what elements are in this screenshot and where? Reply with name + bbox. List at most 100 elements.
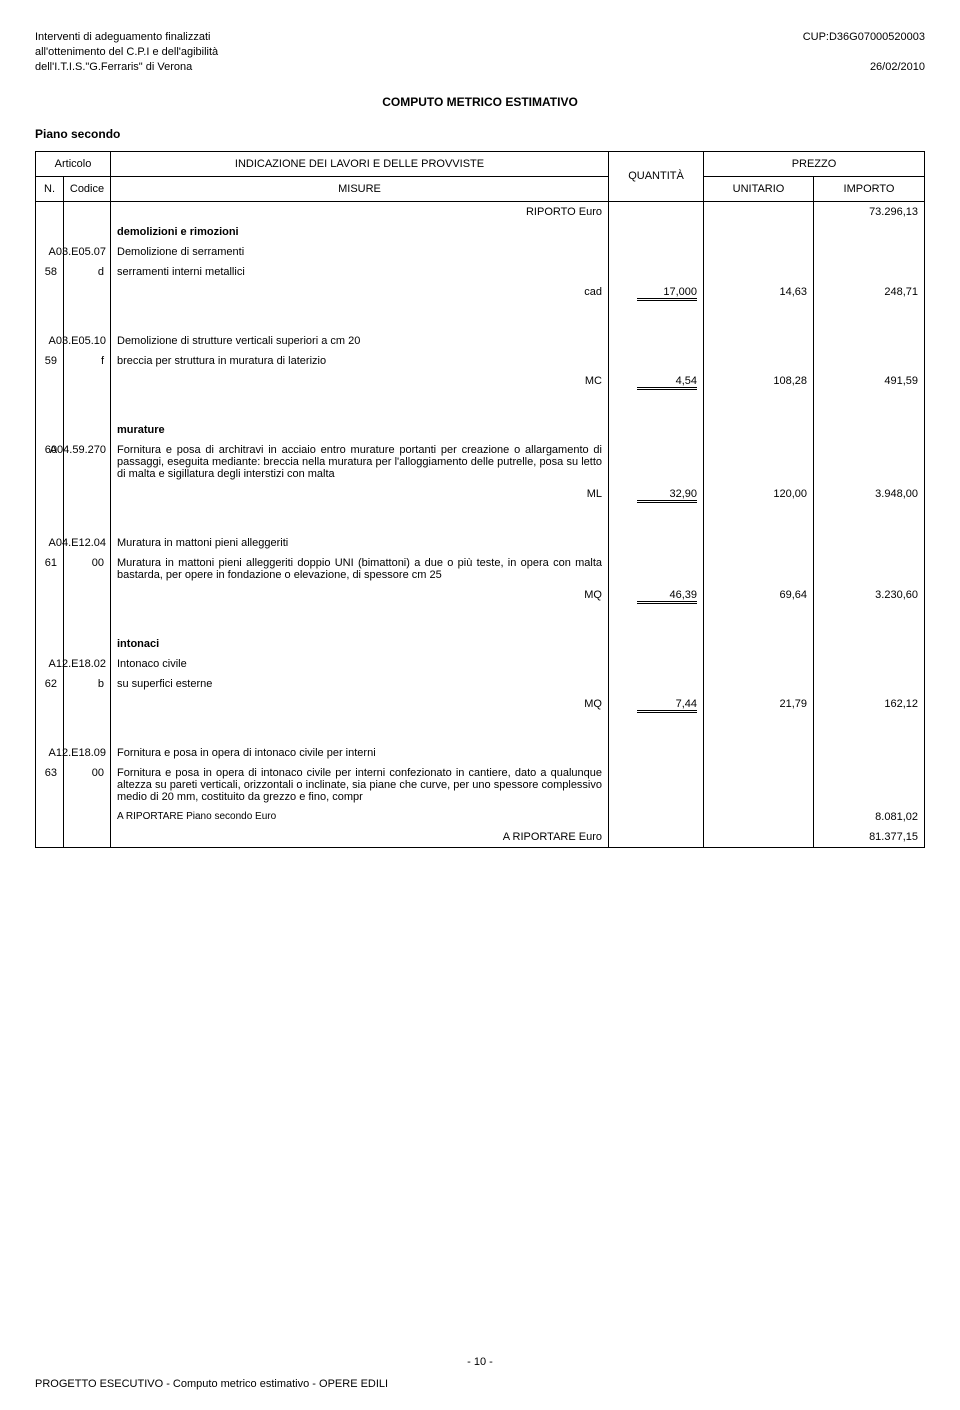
- th-quantita: QUANTITÀ: [609, 152, 704, 201]
- th-n: N.: [36, 177, 64, 201]
- row-code: A12.E18.02: [64, 654, 111, 674]
- row-desc: Fornitura e posa di architravi in acciai…: [111, 440, 609, 484]
- row-code: f: [64, 351, 111, 371]
- riportare-tot-row: A RIPORTARE Euro 81.377,15: [36, 827, 924, 847]
- table-row: 59fbreccia per struttura in muratura di …: [36, 351, 924, 371]
- table-row: A12.E18.09Fornitura e posa in opera di i…: [36, 743, 924, 763]
- subhead-demol-row: demolizioni e rimozioni: [36, 222, 924, 242]
- unit-cell: MQ: [111, 694, 609, 717]
- th-codice: Codice: [64, 177, 110, 201]
- th-indicazione: INDICAZIONE DEI LAVORI E DELLE PROVVISTE: [111, 152, 608, 177]
- row-n: 62: [36, 674, 64, 694]
- header-right-l1: CUP:D36G07000520003: [803, 30, 925, 45]
- table-row: A03.E05.10Demolizione di strutture verti…: [36, 331, 924, 351]
- row-code: b: [64, 674, 111, 694]
- header-left-l3: dell'I.T.I.S."G.Ferraris" di Verona: [35, 60, 218, 75]
- section-name: Piano secondo: [35, 127, 925, 141]
- row-code: A03.E05.10: [64, 331, 111, 351]
- import-cell: 3.230,60: [814, 585, 924, 608]
- table-row: 58dserramenti interni metallici: [36, 262, 924, 282]
- table-row: ML32,90120,003.948,00: [36, 484, 924, 507]
- qty-cell: 46,39: [609, 585, 704, 608]
- subhead-murature-row: murature: [36, 420, 924, 440]
- row-n: 58: [36, 262, 64, 282]
- import-cell: 162,12: [814, 694, 924, 717]
- row-desc: Demolizione di serramenti: [111, 242, 609, 262]
- unit-cell: MC: [111, 371, 609, 394]
- row-desc: Fornitura e posa in opera di intonaco ci…: [111, 743, 609, 763]
- table-row: A12.E18.02Intonaco civile: [36, 654, 924, 674]
- table-row: MC4,54108,28491,59: [36, 371, 924, 394]
- qty-cell: 32,90: [609, 484, 704, 507]
- table-row: A04.E12.04Muratura in mattoni pieni alle…: [36, 533, 924, 553]
- riportare-plan-value: 8.081,02: [814, 807, 924, 827]
- row-desc: serramenti interni metallici: [111, 262, 609, 282]
- row-desc: Demolizione di strutture verticali super…: [111, 331, 609, 351]
- price-unit-cell: 69,64: [704, 585, 814, 608]
- riporto-row: RIPORTO Euro 73.296,13: [36, 202, 924, 222]
- row-desc: breccia per struttura in muratura di lat…: [111, 351, 609, 371]
- footer-project: PROGETTO ESECUTIVO - Computo metrico est…: [35, 1378, 925, 1390]
- table-row: A03.E05.07Demolizione di serramenti: [36, 242, 924, 262]
- riporto-value: 73.296,13: [814, 202, 924, 222]
- row-desc: Muratura in mattoni pieni alleggeriti: [111, 533, 609, 553]
- th-unitario: UNITARIO: [704, 177, 814, 201]
- table-row: 62bsu superfici esterne: [36, 674, 924, 694]
- row-code: 00: [64, 763, 111, 807]
- price-unit-cell: 120,00: [704, 484, 814, 507]
- header-left-l1: Interventi di adeguamento finalizzati: [35, 30, 218, 45]
- table-head: Articolo N. Codice INDICAZIONE DEI LAVOR…: [36, 152, 924, 202]
- subhead-murature: murature: [111, 420, 609, 440]
- header-right: CUP:D36G07000520003 26/02/2010: [803, 30, 925, 75]
- table-row: 6100Muratura in mattoni pieni alleggerit…: [36, 553, 924, 585]
- riportare-tot-label: A RIPORTARE Euro: [111, 827, 609, 847]
- riportare-plan-label: A RIPORTARE Piano secondo Euro: [111, 807, 609, 827]
- header-left-l2: all'ottenimento del C.P.I e dell'agibili…: [35, 45, 218, 60]
- row-code: A12.E18.09: [64, 743, 111, 763]
- row-desc: su superfici esterne: [111, 674, 609, 694]
- import-cell: 248,71: [814, 282, 924, 305]
- price-unit-cell: 21,79: [704, 694, 814, 717]
- price-unit-cell: 14,63: [704, 282, 814, 305]
- table-body: RIPORTO Euro 73.296,13 demolizioni e rim…: [36, 202, 924, 847]
- subhead-intonaci: intonaci: [111, 634, 609, 654]
- table-row: 6300Fornitura e posa in opera di intonac…: [36, 763, 924, 807]
- table-row: 60A04.59.270Fornitura e posa di architra…: [36, 440, 924, 484]
- th-prezzo: PREZZO: [704, 152, 924, 177]
- import-cell: 491,59: [814, 371, 924, 394]
- qty-cell: 7,44: [609, 694, 704, 717]
- page-footer: - 10 - PROGETTO ESECUTIVO - Computo metr…: [35, 1348, 925, 1390]
- main-table: Articolo N. Codice INDICAZIONE DEI LAVOR…: [35, 151, 925, 848]
- unit-cell: cad: [111, 282, 609, 305]
- th-misure: MISURE: [111, 177, 608, 201]
- row-code: A03.E05.07: [64, 242, 111, 262]
- table-row: cad17,00014,63248,71: [36, 282, 924, 305]
- row-code: A04.E12.04: [64, 533, 111, 553]
- qty-cell: 4,54: [609, 371, 704, 394]
- table-row: MQ7,4421,79162,12: [36, 694, 924, 717]
- row-desc: Intonaco civile: [111, 654, 609, 674]
- th-articolo: Articolo: [36, 152, 110, 177]
- row-desc: Fornitura e posa in opera di intonaco ci…: [111, 763, 609, 807]
- row-n: 61: [36, 553, 64, 585]
- row-code: d: [64, 262, 111, 282]
- page-header: Interventi di adeguamento finalizzati al…: [35, 30, 925, 75]
- row-desc: Muratura in mattoni pieni alleggeriti do…: [111, 553, 609, 585]
- riportare-plan-row: A RIPORTARE Piano secondo Euro 8.081,02: [36, 807, 924, 827]
- qty-cell: 17,000: [609, 282, 704, 305]
- subhead-demol: demolizioni e rimozioni: [111, 222, 609, 242]
- unit-cell: ML: [111, 484, 609, 507]
- doc-title: COMPUTO METRICO ESTIMATIVO: [35, 95, 925, 109]
- page-number: - 10 -: [35, 1356, 925, 1368]
- row-code: 00: [64, 553, 111, 585]
- import-cell: 3.948,00: [814, 484, 924, 507]
- row-n: 63: [36, 763, 64, 807]
- subhead-intonaci-row: intonaci: [36, 634, 924, 654]
- riportare-tot-value: 81.377,15: [814, 827, 924, 847]
- row-code: A04.59.270: [64, 440, 111, 484]
- riporto-label: RIPORTO Euro: [111, 202, 609, 222]
- header-right-l2: 26/02/2010: [803, 60, 925, 75]
- table-row: MQ46,3969,643.230,60: [36, 585, 924, 608]
- unit-cell: MQ: [111, 585, 609, 608]
- header-left: Interventi di adeguamento finalizzati al…: [35, 30, 218, 75]
